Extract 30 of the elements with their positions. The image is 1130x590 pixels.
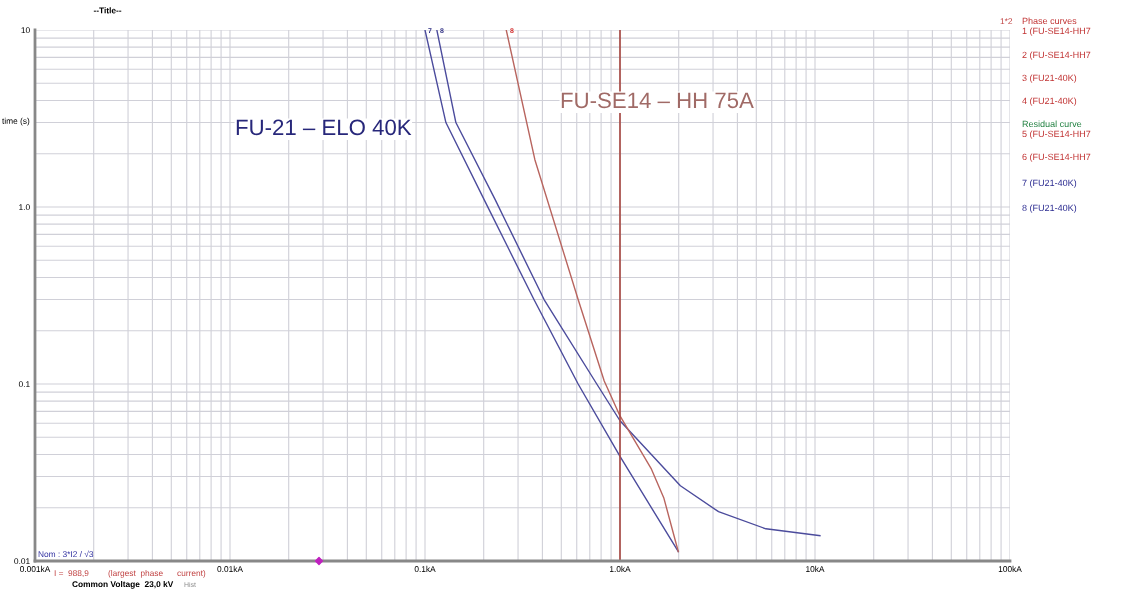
annotation: FU-SE14 – HH 75A	[561, 92, 754, 109]
text: Common Voltage 23,0 kV	[72, 580, 174, 589]
y-tick-label: 0.1	[18, 381, 30, 388]
annotation: Nom : 3*I2 / √3	[38, 550, 94, 558]
x-tick-label: 1.0kA	[609, 565, 631, 572]
text: 2 (FU-SE14-HH7	[1022, 51, 1091, 60]
x-tick-label: 10kA	[806, 565, 825, 572]
y-tick-label: 0.01	[14, 558, 30, 565]
x-tick-label: 0.1kA	[414, 565, 436, 572]
text: I =	[54, 570, 64, 576]
text: 988,9	[68, 570, 89, 578]
text: (largest phase current)	[108, 569, 206, 578]
y-tick-label: 1.0	[19, 204, 30, 211]
text: 1*2	[1000, 18, 1013, 24]
text: 7 (FU21-40K)	[1022, 179, 1077, 188]
y-tick-label: 10	[21, 27, 30, 34]
x-tick-label: 0.01kA	[217, 565, 243, 572]
text: Residual curve	[1022, 120, 1082, 128]
text: 5 (FU-SE14-HH7	[1022, 130, 1091, 139]
y-axis-title: time (s)	[2, 117, 30, 126]
chart-title: --Title--	[93, 7, 122, 14]
annotation: FU-21 – ELO 40K	[236, 119, 412, 136]
text: 6 (FU-SE14-HH7	[1022, 153, 1091, 162]
text: Phase curves	[1022, 17, 1077, 25]
x-tick-label: 0.001kA	[20, 565, 51, 572]
text: 1 (FU-SE14-HH7	[1022, 27, 1091, 36]
text: 8 (FU21-40K)	[1022, 204, 1077, 213]
x-tick-label: 100kA	[998, 565, 1022, 572]
text: 4 (FU21-40K)	[1022, 97, 1077, 106]
text: 3 (FU21-40K)	[1022, 74, 1077, 83]
